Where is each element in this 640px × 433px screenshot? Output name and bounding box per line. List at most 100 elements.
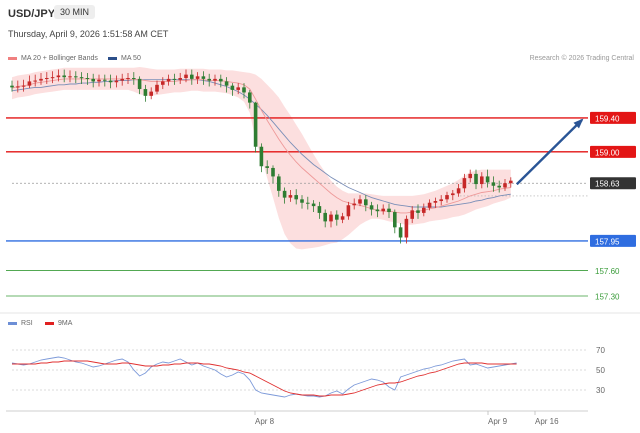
candle-body <box>300 199 304 203</box>
price-tag-157.30 <box>590 290 636 303</box>
candle-body <box>242 87 246 93</box>
price-tag-157.60 <box>590 264 636 277</box>
candle-body <box>497 185 501 188</box>
candle-body <box>439 199 443 202</box>
candle-body <box>468 173 472 179</box>
candle-body <box>248 92 252 103</box>
candle-body <box>68 76 72 78</box>
candle-body <box>155 84 159 92</box>
x-tick-label: Apr 16 <box>535 417 559 426</box>
candle-body <box>445 195 449 200</box>
candle-body <box>306 202 310 204</box>
candle-body <box>74 76 78 78</box>
candle-body <box>317 206 322 213</box>
candle-body <box>62 75 66 78</box>
legend-label-ma20: MA 20 + Bollinger Bands <box>21 55 98 62</box>
candle-body <box>259 146 264 167</box>
candle-body <box>323 212 327 222</box>
candle-body <box>79 77 84 79</box>
rsi-tick-50: 50 <box>596 366 605 375</box>
price-label-157.30: 157.30 <box>595 293 620 302</box>
candle-body <box>404 218 409 238</box>
candle-body <box>126 78 130 80</box>
candle-body <box>39 78 43 81</box>
bollinger-band-area <box>12 67 511 250</box>
symbol-label: USD/JPY <box>8 8 56 20</box>
candle-body <box>364 199 368 206</box>
forecast-arrow-line <box>515 119 583 186</box>
x-tick-label: Apr 9 <box>488 417 508 426</box>
candle-body <box>207 78 211 81</box>
candle-body <box>288 195 293 198</box>
candle-body <box>265 166 269 168</box>
candle-body <box>132 78 136 80</box>
candle-body <box>277 176 281 191</box>
candle-body <box>50 77 55 79</box>
candle-body <box>462 178 467 189</box>
candle-body <box>416 210 420 213</box>
candle-body <box>509 180 513 184</box>
candle-body <box>381 208 385 212</box>
rsi-legend-item-rsi: RSI <box>8 320 33 327</box>
candle-body <box>161 81 165 85</box>
candle-body <box>335 214 339 220</box>
candle-body <box>10 85 14 88</box>
price-tag-158.63 <box>590 177 636 190</box>
candle-body <box>230 85 235 90</box>
legend-swatch-ma50 <box>108 56 117 60</box>
candle-body <box>427 202 432 208</box>
candle-body <box>108 80 113 83</box>
candle-body <box>143 89 148 96</box>
candle-body <box>398 227 403 238</box>
candle-body <box>456 188 461 194</box>
candle-body <box>253 102 258 147</box>
candle-body <box>329 214 333 222</box>
candle-body <box>346 205 351 217</box>
candle-body <box>503 183 507 188</box>
candle-body <box>219 78 223 82</box>
price-label-158.63: 158.63 <box>595 180 620 189</box>
candle-body <box>184 74 188 79</box>
candle-body <box>387 208 391 213</box>
datetime-label: Thursday, April 9, 2026 1:51:58 AM CET <box>8 29 169 39</box>
candle-body <box>271 167 275 177</box>
candle-body <box>358 199 362 204</box>
candle-body <box>369 205 374 210</box>
ma20-line <box>11 78 511 214</box>
candle-body <box>56 75 61 78</box>
price-label-159.40: 159.40 <box>595 114 620 123</box>
candle-body <box>45 78 49 80</box>
price-label-157.60: 157.60 <box>595 267 620 276</box>
candle-body <box>85 78 90 80</box>
candle-body <box>21 85 26 87</box>
candle-body <box>491 182 496 186</box>
candle-body <box>166 78 171 82</box>
legend-item-ma20: MA 20 + Bollinger Bands <box>8 55 98 62</box>
candle-body <box>375 209 380 212</box>
legend-label-ma50: MA 50 <box>121 55 141 62</box>
timeframe-badge[interactable]: 30 MIN <box>54 5 96 19</box>
candle-body <box>137 78 142 90</box>
candle-body <box>236 87 240 90</box>
price-label-157.95: 157.95 <box>595 237 620 246</box>
rsi-legend-item-9ma: 9MA <box>45 320 72 327</box>
candle-body <box>178 78 182 80</box>
rsi-legend-swatch-rsi <box>8 321 17 325</box>
legend-swatch-ma20 <box>8 56 17 60</box>
candle-body <box>195 76 200 79</box>
candle-body <box>33 80 37 82</box>
rsi-tick-70: 70 <box>596 346 605 355</box>
rsi-tick-30: 30 <box>596 386 605 395</box>
candle-body <box>103 79 107 81</box>
candle-body <box>190 74 194 79</box>
candle-body <box>474 173 478 185</box>
candle-body <box>97 79 101 82</box>
candle-body <box>451 193 455 196</box>
candle-body <box>352 203 356 206</box>
candle-body <box>340 216 345 220</box>
legend-item-ma50: MA 50 <box>108 55 141 62</box>
candle-body <box>294 195 298 200</box>
price-label-159.00: 159.00 <box>595 148 620 157</box>
candle-body <box>422 207 426 213</box>
